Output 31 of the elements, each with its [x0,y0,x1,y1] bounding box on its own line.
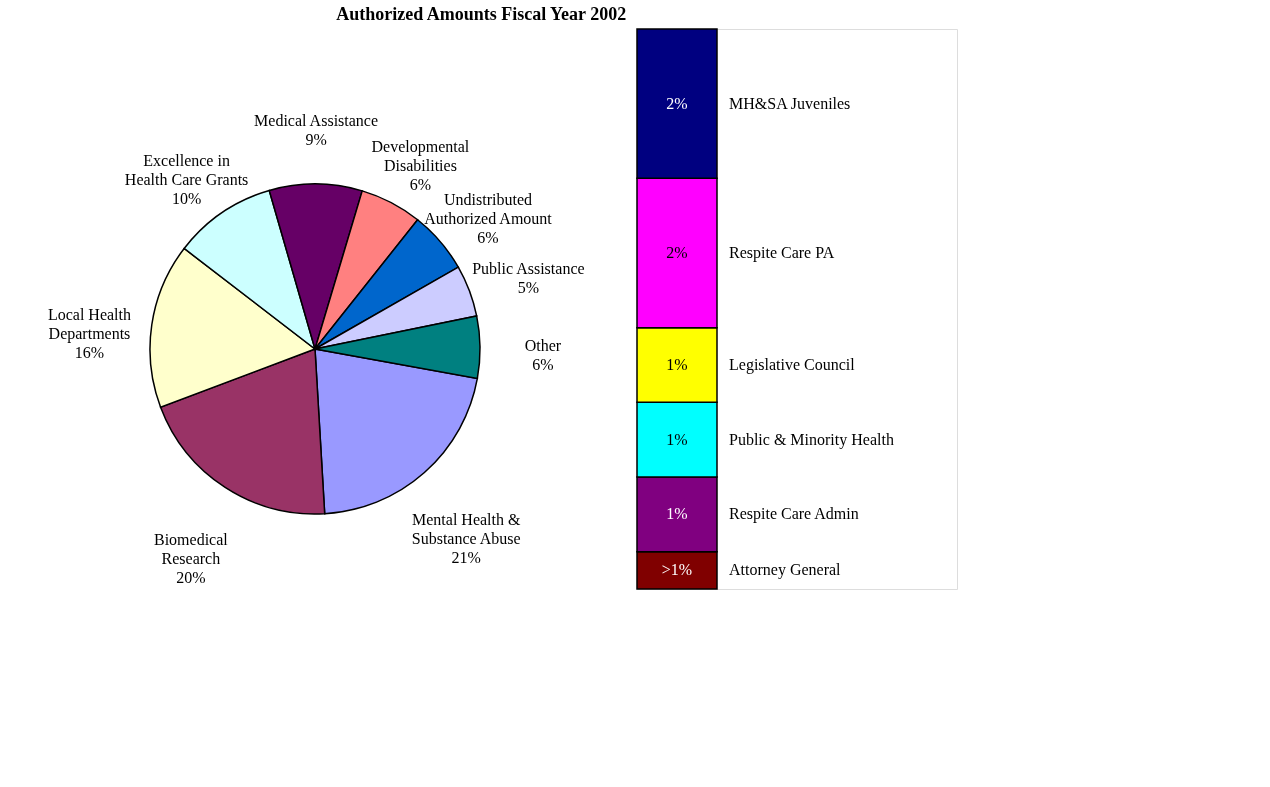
data-label: 10% [171,189,202,207]
data-label: 6% [477,229,499,247]
series-label: Public & Minority Health [729,430,894,449]
slice-label: Developmental Disabilities [371,137,470,174]
data-label: >1% [661,561,693,579]
data-label: 2% [666,244,688,261]
slice-label: Mental Health & Substance Abuse [411,510,521,547]
slice-label: Excellence in Health Care Grants [124,151,249,188]
data-label: 20% [176,569,206,587]
slice-label: Undistributed Authorized Amount [424,191,553,228]
slice-label: Medical Assistance [254,112,379,129]
series-label: Respite Care Admin [729,505,859,524]
data-label: 1% [666,356,688,373]
slice-label: Biomedical Research [153,531,229,568]
data-label: 9% [305,131,327,148]
slice-label: Other [524,337,562,355]
data-label: 16% [74,344,105,362]
slice-label: Local Health Departments [47,306,132,344]
data-label: 21% [451,548,481,566]
data-label: 5% [517,278,540,296]
data-label: 1% [666,505,688,523]
chart-title: Authorized Amounts Fiscal Year 2002 [336,3,627,24]
series-label: MH&SA Juveniles [729,94,851,112]
series-label: Respite Care PA [729,244,835,262]
data-label: 6% [532,356,554,374]
data-label: 1% [666,430,688,448]
series-label: Attorney General [729,561,842,580]
slice-label: Public Assistance [472,259,585,277]
series-label: Legislative Council [729,356,856,374]
data-label: 6% [409,175,432,193]
data-label: 2% [666,94,688,112]
